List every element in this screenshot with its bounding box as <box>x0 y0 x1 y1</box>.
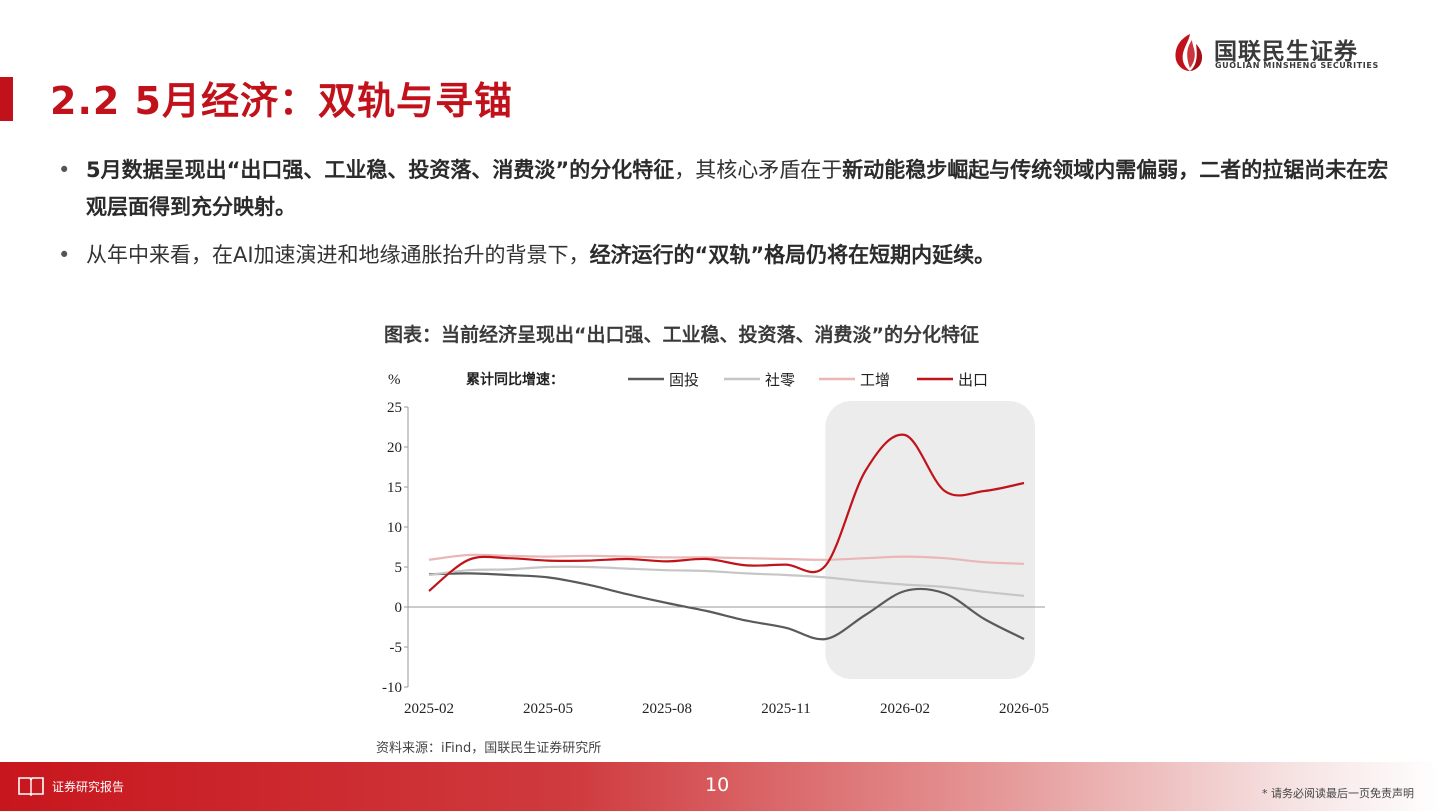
line-chart: -10 -5 0 5 10 15 20 25% 2025-02 2025-05 2025-08 202… <box>382 371 1049 717</box>
bullet-list: • 5月数据呈现出“出口强、工业稳、投资落、消费淡”的分化特征，其核心矛盾在于新动… <box>58 152 1408 285</box>
y-tick-label: 0 <box>395 600 403 616</box>
y-tick-label: 10 <box>387 520 402 536</box>
logo-chinese-name: 国联民生证券 <box>1214 39 1358 65</box>
page-title: 2.2 5月经济：双轨与寻锚 <box>50 79 513 123</box>
y-tick-label: 15 <box>387 480 402 496</box>
legend-label: 社零 <box>765 372 795 389</box>
chart-source: 资料来源：iFind，国联民生证券研究所 <box>376 741 602 756</box>
footer-bar: 证券研究报告 10 * 请务必阅读最后一页免责声明 <box>0 762 1440 811</box>
y-axis-label: % <box>388 372 401 388</box>
brand-logo: 国联民生证券 GUOLIAN MINSHENG SECURITIES <box>1172 30 1392 74</box>
y-tick-label: 5 <box>395 560 403 576</box>
bullet-item: • 从年中来看，在AI加速演进和地缘通胀抬升的背景下，经济运行的“双轨”格局仍将在… <box>58 237 1408 274</box>
x-tick-label: 2025-08 <box>642 701 692 717</box>
bullet-text: ，其核心矛盾在于 <box>674 158 843 182</box>
x-tick-label: 2025-05 <box>523 701 573 717</box>
legend-label: 出口 <box>958 372 988 389</box>
logo-flame-icon <box>1175 34 1203 71</box>
bullet-text-bold: 5月数据呈现出“出口强、工业稳、投资落、消费淡”的分化特征 <box>86 158 675 182</box>
page-number: 10 <box>705 774 730 796</box>
bullet-item: • 5月数据呈现出“出口强、工业稳、投资落、消费淡”的分化特征，其核心矛盾在于新动… <box>58 152 1408 226</box>
bullet-text-bold: 经济运行的“双轨”格局仍将在短期内延续。 <box>589 243 996 267</box>
x-tick-label: 2026-05 <box>999 701 1049 717</box>
title-accent-bar <box>0 77 13 121</box>
legend-title: 累计同比增速： <box>466 371 564 388</box>
legend-label: 固投 <box>669 372 699 389</box>
y-tick-label: 25 <box>387 400 402 416</box>
bullet-text: 从年中来看，在AI加速演进和地缘通胀抬升的背景下， <box>86 243 590 267</box>
book-icon <box>18 777 44 796</box>
legend-label: 工增 <box>860 372 890 389</box>
x-tick-label: 2026-02 <box>880 701 930 717</box>
y-tick-label: -5 <box>390 640 403 656</box>
y-tick-label: -10 <box>382 680 402 696</box>
x-tick-label: 2025-02 <box>404 701 454 717</box>
bullet-dot: • <box>58 158 71 182</box>
y-tick-label: 20 <box>387 440 402 456</box>
footer-disclaimer: * 请务必阅读最后一页免责声明 <box>1262 787 1414 800</box>
logo-english-name: GUOLIAN MINSHENG SECURITIES <box>1215 61 1379 70</box>
footer-report-label: 证券研究报告 <box>52 780 125 794</box>
series-line-固投 <box>428 572 1025 641</box>
bullet-dot: • <box>58 243 71 267</box>
chart-title: 图表：当前经济呈现出“出口强、工业稳、投资落、消费淡”的分化特征 <box>384 324 979 346</box>
series-line-出口 <box>428 433 1025 592</box>
series-line-工增 <box>428 553 1025 565</box>
bullet-text-bold: 新动能稳步崛起与传统领域内需偏弱，二者的拉锯尚未在宏观层面得到充分映射。 <box>86 158 1389 219</box>
series-line-社零 <box>428 565 1025 597</box>
highlight-region <box>825 401 1035 679</box>
x-tick-label: 2025-11 <box>761 701 810 717</box>
